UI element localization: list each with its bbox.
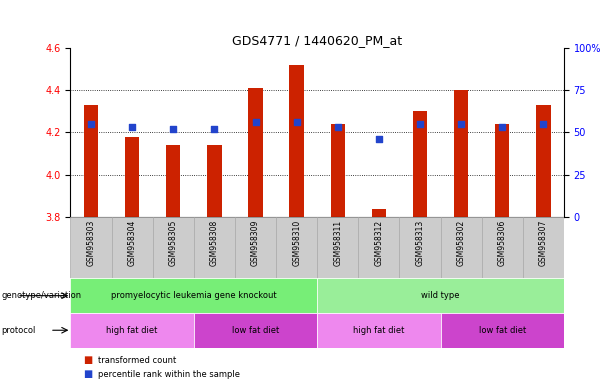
Point — [251, 119, 261, 126]
Bar — [523, 217, 564, 278]
Text: high fat diet: high fat diet — [353, 326, 405, 335]
Bar — [153, 217, 194, 278]
Bar — [70, 278, 318, 313]
Text: GSM958304: GSM958304 — [128, 220, 137, 266]
Bar — [400, 217, 441, 278]
Text: genotype/variation: genotype/variation — [1, 291, 82, 300]
Text: wild type: wild type — [421, 291, 460, 300]
Bar — [441, 313, 564, 348]
Bar — [318, 278, 564, 313]
Bar — [207, 145, 222, 217]
Text: transformed count: transformed count — [98, 356, 177, 365]
Text: GSM958313: GSM958313 — [416, 220, 425, 266]
Point — [169, 126, 178, 132]
Point — [497, 124, 507, 131]
Bar — [495, 124, 509, 217]
Bar — [371, 209, 386, 217]
Bar — [441, 217, 482, 278]
Point — [333, 124, 343, 131]
Text: low fat diet: low fat diet — [232, 326, 279, 335]
Text: GSM958311: GSM958311 — [333, 220, 342, 266]
Bar — [359, 217, 400, 278]
Bar — [166, 145, 180, 217]
Point — [538, 121, 548, 127]
Bar — [70, 313, 194, 348]
Text: promyelocytic leukemia gene knockout: promyelocytic leukemia gene knockout — [111, 291, 276, 300]
Point — [456, 121, 466, 127]
Text: GSM958306: GSM958306 — [498, 220, 507, 266]
Text: GSM958302: GSM958302 — [457, 220, 466, 266]
Text: GSM958309: GSM958309 — [251, 220, 260, 266]
Title: GDS4771 / 1440620_PM_at: GDS4771 / 1440620_PM_at — [232, 34, 402, 47]
Text: ■: ■ — [83, 369, 92, 379]
Bar — [536, 105, 550, 217]
Text: low fat diet: low fat diet — [479, 326, 526, 335]
Bar — [125, 137, 139, 217]
Bar — [235, 217, 276, 278]
Bar — [454, 90, 468, 217]
Point — [292, 119, 302, 126]
Bar — [70, 217, 112, 278]
Bar — [413, 111, 427, 217]
Bar — [248, 88, 263, 217]
Text: ■: ■ — [83, 355, 92, 365]
Bar — [194, 313, 318, 348]
Point — [415, 121, 425, 127]
Bar — [112, 217, 153, 278]
Text: high fat diet: high fat diet — [107, 326, 158, 335]
Text: GSM958312: GSM958312 — [375, 220, 383, 266]
Bar — [84, 105, 98, 217]
Text: GSM958308: GSM958308 — [210, 220, 219, 266]
Bar — [330, 124, 345, 217]
Point — [86, 121, 96, 127]
Bar — [276, 217, 318, 278]
Text: percentile rank within the sample: percentile rank within the sample — [98, 369, 240, 379]
Bar — [194, 217, 235, 278]
Bar — [318, 217, 359, 278]
Bar — [289, 65, 304, 217]
Text: protocol: protocol — [1, 326, 36, 335]
Text: GSM958310: GSM958310 — [292, 220, 301, 266]
Point — [210, 126, 219, 132]
Bar — [482, 217, 523, 278]
Text: GSM958305: GSM958305 — [169, 220, 178, 266]
Text: GSM958303: GSM958303 — [86, 220, 96, 266]
Point — [374, 136, 384, 142]
Text: GSM958307: GSM958307 — [539, 220, 548, 266]
Bar — [318, 313, 441, 348]
Point — [128, 124, 137, 131]
